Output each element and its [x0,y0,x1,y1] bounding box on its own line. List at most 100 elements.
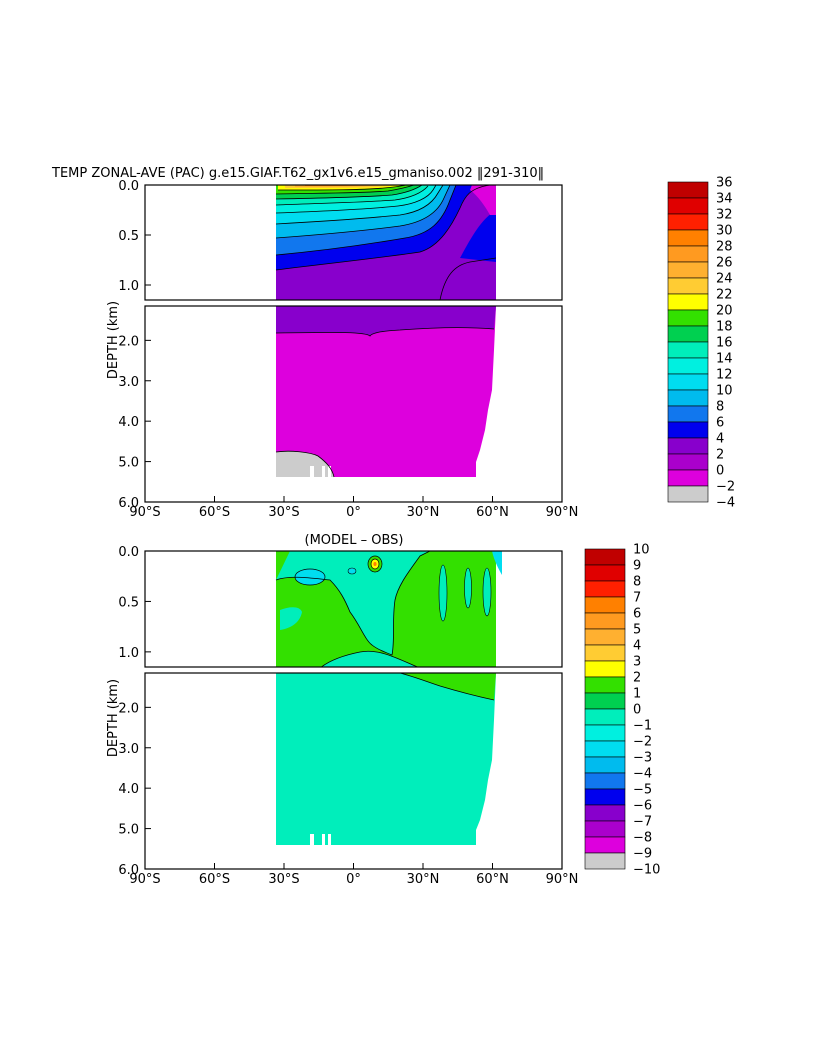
diff-colorbar-swatch [584,724,626,742]
diff-x-ticks: 90°S 60°S 30°S 0° 30°N 60°N 90°N [129,863,578,887]
diff-colorbar-label: −3 [633,751,652,766]
diff-colorbar-swatch [584,660,626,678]
temp-upper-field [275,185,497,300]
temp-x-tick-label: 60°S [199,505,230,520]
diff-x-tick-label: 0° [346,872,361,887]
diff-colorbar-label: −8 [633,831,652,846]
temp-colorbar-label: 12 [716,368,733,383]
temp-colorbar-label: 18 [716,320,733,335]
diff-colorbar-label: −10 [633,863,660,878]
diff-colorbar-label: −2 [633,735,652,750]
temp-colorbar-swatch [667,213,709,231]
temp-x-tick-label: 90°N [546,505,579,520]
temp-colorbar-swatch [667,437,709,455]
temp-colorbar-label: 6 [716,416,724,431]
temp-x-tick-label: 30°N [407,505,440,520]
temp-y-tick-label: 1.0 [118,279,139,294]
temp-colorbar-swatch [667,341,709,359]
diff-colorbar-label: −6 [633,799,652,814]
diff-colorbar-swatch [584,596,626,614]
diff-colorbar-label: −1 [633,719,652,734]
diff-colorbar-label: 3 [633,655,641,670]
diff-y-tick-label: 0.0 [118,545,139,560]
temp-colorbar-label: 24 [716,272,733,287]
diff-colorbar-swatch [584,676,626,694]
temp-x-tick-label: 30°S [268,505,299,520]
temp-region-0-2 [276,306,496,477]
temp-colorbar-swatch [667,357,709,375]
diff-colorbar-label: 8 [633,575,641,590]
diff-colorbar-label: −4 [633,767,652,782]
diff-colorbar-swatch [584,804,626,822]
diff-colorbar-swatch [584,692,626,710]
diff-colorbar-swatch [584,548,626,566]
diff-colorbar-label: 6 [633,607,641,622]
temp-colorbar-label: 20 [716,304,733,319]
diff-y-ticks: 0.0 0.5 1.0 2.0 3.0 4.0 5.0 6.0 [118,545,151,878]
diff-colorbar-label: 0 [633,703,641,718]
diff-colorbar-swatch [584,740,626,758]
temp-colorbar-swatch [667,261,709,279]
temp-colorbar-swatch [667,181,709,199]
temp-colorbar-label: 34 [716,192,733,207]
diff-title: (MODEL – OBS) [305,533,404,548]
temp-colorbar-label: 30 [716,224,733,239]
diff-colorbar-swatch [584,644,626,662]
temp-colorbar-swatch [667,421,709,439]
diff-x-tick-label: 90°N [546,872,579,887]
temp-colorbar-swatch [667,309,709,327]
diff-colorbar-swatch [584,580,626,598]
temp-colorbar-swatch [667,229,709,247]
diff-colorbar-label: 7 [633,591,641,606]
temp-colorbar-swatch [667,469,709,487]
diff-x-tick-label: 30°S [268,872,299,887]
temp-x-ticks: 90°S 60°S 30°S 0° 30°N 60°N 90°N [129,496,578,520]
temp-colorbar-label: 26 [716,256,733,271]
diff-upper-field [275,551,502,667]
diff-colorbar-swatch [584,852,626,870]
diff-y-tick-label: 6.0 [118,863,139,878]
diff-y-tick-label: 0.5 [118,595,139,610]
temp-x-tick-label: 90°S [129,505,160,520]
temp-colorbar-swatch [667,293,709,311]
temp-y-tick-label: 3.0 [118,375,139,390]
temp-colorbar-label: 14 [716,352,733,367]
temp-colorbar-label: 22 [716,288,733,303]
diff-colorbar-label: 5 [633,623,641,638]
diff-panel: (MODEL – OBS) [106,533,660,887]
temp-y-tick-label: 2.0 [118,334,139,349]
temp-y-tick-label: 5.0 [118,456,139,471]
diff-colorbar-swatch [584,612,626,630]
temp-colorbar-swatch [667,389,709,407]
temp-y-ticks: 0.0 0.5 1.0 2.0 3.0 4.0 5.0 6.0 [118,179,151,511]
temp-colorbar-label: 28 [716,240,733,255]
temp-colorbar-swatch [667,197,709,215]
diff-colorbar-label: 1 [633,687,641,702]
temp-colorbar-swatch [667,325,709,343]
temp-colorbar-label: 0 [716,464,724,479]
temp-region-deep-north [440,258,496,300]
temp-colorbar-label: 36 [716,176,733,191]
temp-colorbar-swatch [667,245,709,263]
temp-x-tick-label: 0° [346,505,361,520]
temp-x-tick-label: 60°N [476,505,509,520]
diff-colorbar-swatch [584,836,626,854]
diff-y-axis-label: DEPTH (km) [106,679,121,757]
diff-y-tick-label: 3.0 [118,742,139,757]
temp-colorbar-label: 32 [716,208,733,223]
diff-colorbar-label: −9 [633,847,652,862]
diff-x-tick-label: 90°S [129,872,160,887]
temp-lower-field [275,306,496,478]
temp-colorbar-swatch [667,373,709,391]
diff-y-tick-label: 1.0 [118,646,139,661]
diff-y-tick-label: 2.0 [118,701,139,716]
diff-x-tick-label: 60°S [199,872,230,887]
diff-colorbar-label: 10 [633,543,650,558]
diff-colorbar-swatch [584,756,626,774]
temp-y-tick-label: 0.0 [118,179,139,194]
diff-x-tick-label: 60°N [476,872,509,887]
temp-colorbar-swatch [667,485,709,503]
